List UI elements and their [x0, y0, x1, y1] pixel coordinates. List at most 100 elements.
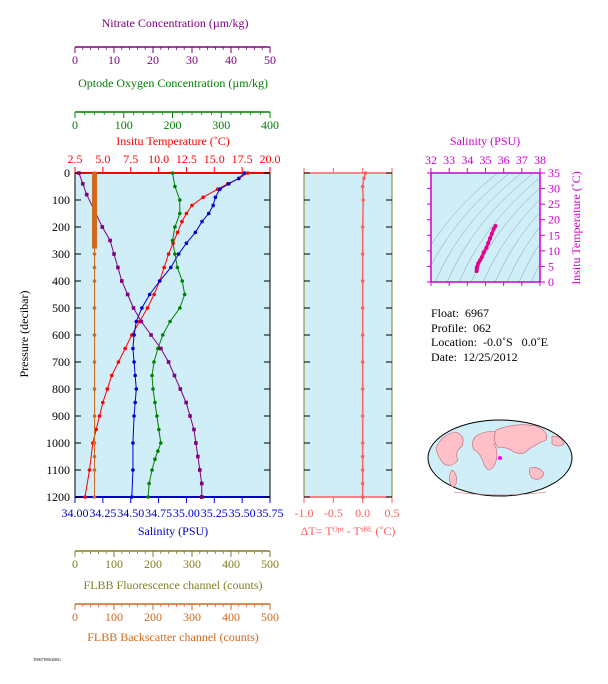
data-point [131, 346, 135, 351]
data-point [157, 279, 162, 283]
data-point [199, 481, 204, 486]
data-point [160, 333, 165, 337]
ts-y-tick-label: 0 [548, 275, 554, 289]
data-point [175, 230, 180, 235]
ts-background [430, 172, 541, 283]
oxygen-axis-label: Optode Oxygen Concentration (µm/kg) [78, 76, 268, 90]
data-point [218, 187, 222, 191]
data-point [133, 400, 137, 405]
data-point [77, 171, 81, 175]
data-point [131, 306, 136, 310]
data-point [145, 306, 150, 310]
density-contour [434, 173, 523, 282]
delta-t-point [360, 495, 365, 499]
data-point [92, 454, 97, 459]
data-point [173, 184, 177, 189]
location: Location: -0.0˚S 0.0˚E [431, 335, 548, 349]
delta-t-background [303, 172, 393, 498]
pressure-tick-label: 700 [52, 355, 70, 369]
data-point [100, 225, 105, 229]
pressure-tick-label: 800 [52, 382, 70, 396]
data-point [194, 441, 198, 445]
data-point [109, 373, 114, 378]
backscatter-axis-tick-label: 500 [261, 610, 279, 624]
data-point [131, 468, 135, 472]
ts-y-tick-label: 30 [548, 182, 560, 196]
data-point [125, 292, 130, 297]
oxygen-axis-tick-label: 100 [115, 118, 133, 132]
data-point [87, 468, 92, 472]
nitrate-axis-tick-label: 40 [225, 53, 237, 67]
data-point [180, 219, 184, 224]
nitrate-axis-tick-label: 20 [147, 53, 159, 67]
backscatter-axis-tick-label: 400 [222, 610, 240, 624]
pressure-tick-label: 0 [64, 166, 70, 180]
series-flbb-backscatter-channel [92, 171, 97, 499]
pressure-axis-label: Pressure (decibar) [17, 291, 31, 378]
data-point [92, 265, 97, 270]
ts-x-tick-label: 36 [498, 153, 510, 167]
pressure-tick-label: 100 [52, 193, 70, 207]
delta-t-point [362, 176, 366, 181]
temperature-tick-label: 2.5 [68, 152, 83, 166]
data-point [173, 225, 177, 229]
main-plot-background [74, 172, 271, 498]
backscatter-axis-label: FLBB Backscatter channel (counts) [87, 630, 259, 644]
data-point [198, 468, 202, 472]
data-point [140, 306, 144, 310]
ts-temperature-axis-label: Insitu Temperature (˚C) [569, 171, 583, 285]
ts-point [476, 261, 481, 266]
ts-point [484, 245, 489, 250]
data-point [101, 400, 105, 405]
data-point [196, 454, 200, 459]
data-point [120, 279, 124, 283]
data-point [92, 333, 97, 337]
data-point [226, 182, 231, 186]
data-point [155, 414, 159, 418]
fluorescence-axis: 0 100 200 300 400 500 [72, 550, 279, 571]
data-point [211, 203, 215, 208]
fluorescence-axis-tick-label: 500 [261, 557, 279, 571]
data-point [175, 265, 180, 270]
density-contour [458, 177, 540, 282]
salinity-tick-label: 34.25 [89, 506, 116, 520]
data-point [92, 306, 97, 310]
oxygen-axis: 0 100 200 300 400 [72, 111, 279, 132]
float-info-panel: Float: 6967 Profile: 062 Location: -0.0˚… [431, 306, 548, 364]
nitrate-axis: 0 10 20 30 40 50 [72, 46, 276, 67]
delta-t-point [360, 387, 365, 391]
delta-t-point [360, 306, 365, 310]
data-point [156, 449, 160, 453]
data-point [168, 319, 172, 324]
data-point [92, 225, 97, 229]
data-point [132, 333, 136, 337]
data-point [157, 427, 161, 432]
data-point [116, 360, 121, 364]
data-point [184, 241, 189, 245]
backscatter-axis-tick-label: 100 [105, 610, 123, 624]
pressure-tick-label: 1000 [46, 436, 70, 450]
delta-t-tick-label: -0.5 [324, 506, 343, 520]
nitrate-axis-tick-label: 50 [264, 53, 276, 67]
series-salinity [130, 171, 247, 499]
temperature-tick-label: 20.0 [260, 152, 281, 166]
data-point [188, 414, 192, 418]
nitrate-axis-tick-label: 30 [186, 53, 198, 67]
pressure-tick-label: 1200 [46, 490, 70, 504]
delta-t-tick-label: -1.0 [295, 506, 314, 520]
data-point [108, 238, 112, 243]
data-point [92, 198, 97, 202]
data-point [130, 495, 134, 499]
ts-point [481, 250, 486, 255]
delta-t-point [360, 252, 365, 256]
ts-x-tick-label: 32 [425, 153, 437, 167]
data-point [153, 457, 157, 462]
density-contour [494, 211, 540, 282]
float-location-marker [498, 456, 502, 460]
data-point [245, 171, 250, 175]
data-point [134, 319, 139, 324]
series-nitrate-concentration [77, 171, 204, 499]
profile-number: Profile: 062 [431, 320, 491, 335]
